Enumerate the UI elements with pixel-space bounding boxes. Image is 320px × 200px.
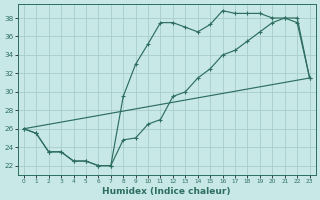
- X-axis label: Humidex (Indice chaleur): Humidex (Indice chaleur): [102, 187, 231, 196]
